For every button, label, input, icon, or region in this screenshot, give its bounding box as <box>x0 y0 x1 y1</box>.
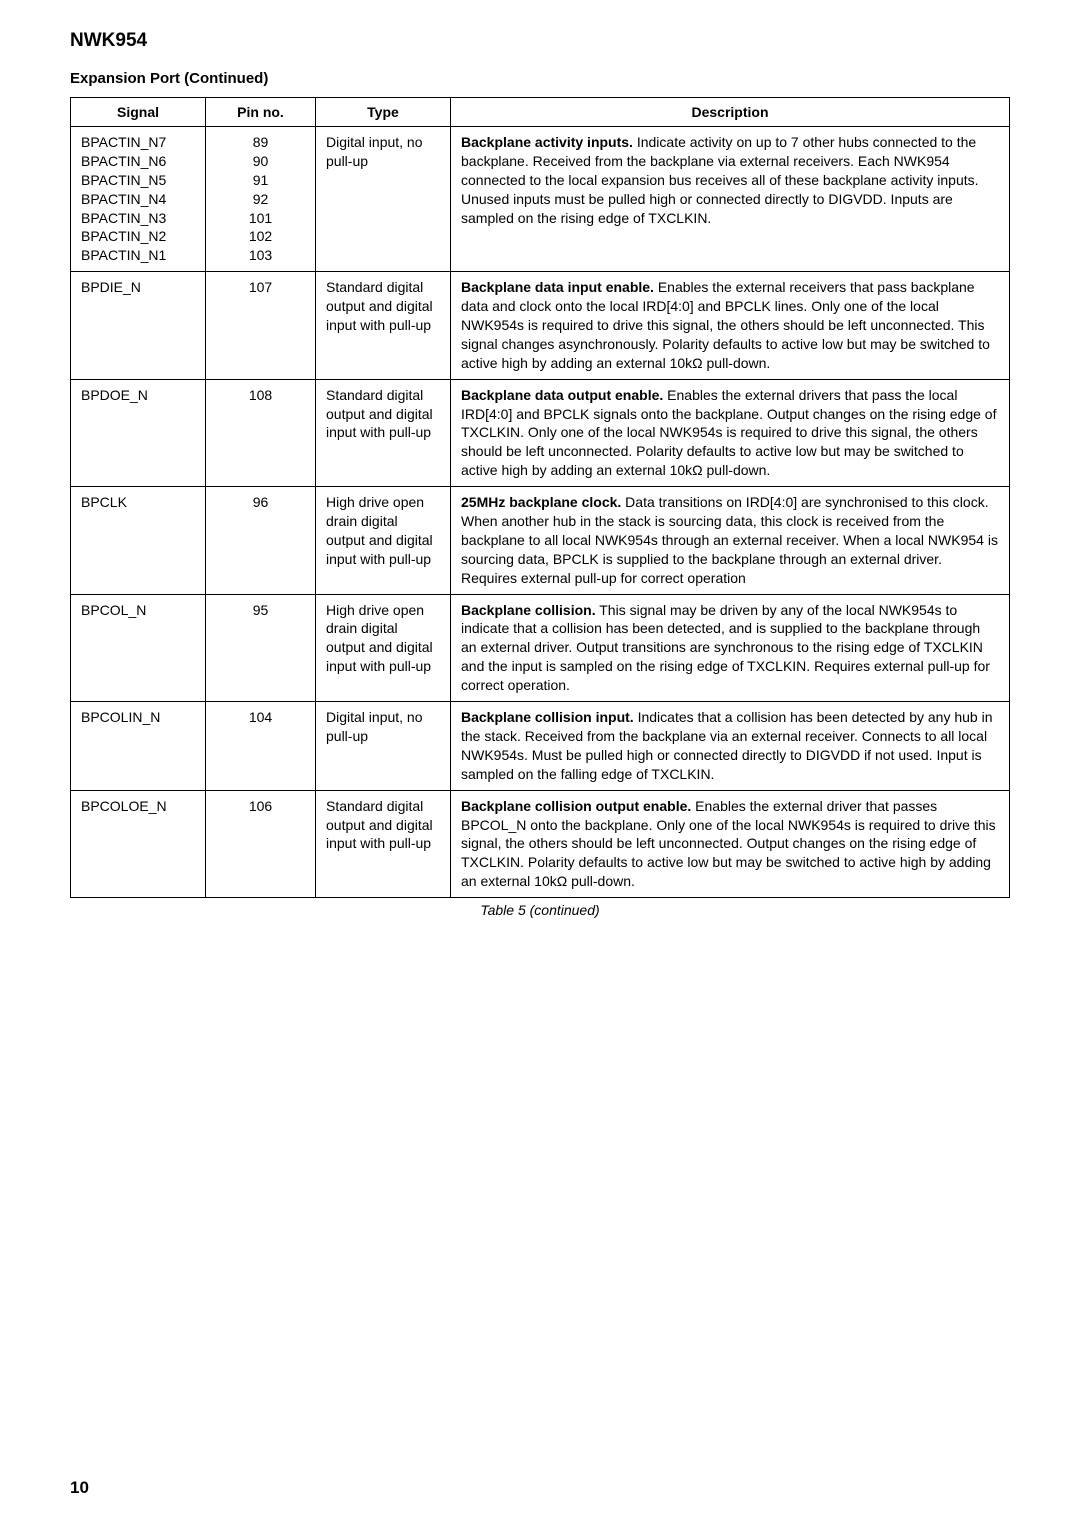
description-bold: Backplane collision output enable. <box>461 798 691 814</box>
cell-description: Backplane data input enable. Enables the… <box>451 272 1010 379</box>
cell-description: 25MHz backplane clock. Data transitions … <box>451 487 1010 594</box>
header-signal: Signal <box>71 98 206 127</box>
pin-table: Signal Pin no. Type Description BPACTIN_… <box>70 97 1010 898</box>
cell-pin: 95 <box>206 594 316 701</box>
signal-name: BPCLK <box>81 493 195 512</box>
table-row: BPCOLOE_N 106 Standard digital output and … <box>71 790 1010 897</box>
doc-title: NWK954 <box>70 30 1010 52</box>
table-row: BPCOLIN_N104Digital input, no pull-upBac… <box>71 702 1010 791</box>
pin-number: 91 <box>216 171 305 190</box>
cell-type: Standard digital output and digital inpu… <box>316 272 451 379</box>
cell-signal: BPCOLIN_N <box>71 702 206 791</box>
pin-number: 89 <box>216 133 305 152</box>
page-number: 10 <box>70 1478 89 1498</box>
description-bold: 25MHz backplane clock. <box>461 494 621 510</box>
cell-signal: BPACTIN_N7BPACTIN_N6BPACTIN_N5BPACTIN_N4… <box>71 127 206 272</box>
cell-description: Backplane collision. This signal may be … <box>451 594 1010 701</box>
cell-signal: BPCOL_N <box>71 594 206 701</box>
signal-name: BPCOLIN_N <box>81 708 195 727</box>
pin-number: 90 <box>216 152 305 171</box>
signal-name: BPACTIN_N6 <box>81 152 195 171</box>
cell-pin: 96 <box>206 487 316 594</box>
signal-name: BPACTIN_N1 <box>81 246 195 265</box>
description-bold: Backplane activity inputs. <box>461 134 633 150</box>
table-row: BPACTIN_N7BPACTIN_N6BPACTIN_N5BPACTIN_N4… <box>71 127 1010 272</box>
cell-type: Digital input, no pull-up <box>316 702 451 791</box>
cell-pin: 89909192101102103 <box>206 127 316 272</box>
cell-signal: BPDOE_N <box>71 379 206 486</box>
pin-number: 107 <box>216 278 305 297</box>
header-pin: Pin no. <box>206 98 316 127</box>
cell-type: High drive open drain digital output and… <box>316 487 451 594</box>
signal-name: BPDOE_N <box>81 386 195 405</box>
cell-pin: 107 <box>206 272 316 379</box>
cell-signal: BPCLK <box>71 487 206 594</box>
signal-name: BPACTIN_N7 <box>81 133 195 152</box>
signal-name: BPACTIN_N2 <box>81 227 195 246</box>
signal-name: BPACTIN_N4 <box>81 190 195 209</box>
description-bold: Backplane data input enable. <box>461 279 654 295</box>
cell-description: Backplane activity inputs. Indicate acti… <box>451 127 1010 272</box>
cell-type: High drive open drain digital output and… <box>316 594 451 701</box>
signal-name: BPACTIN_N5 <box>81 171 195 190</box>
table-caption: Table 5 (continued) <box>70 902 1010 918</box>
table-row: BPCOL_N 95 High drive open drain digital o… <box>71 594 1010 701</box>
description-bold: Backplane data output enable. <box>461 387 663 403</box>
table-row: BPDIE_N 107 Standard digital output and di… <box>71 272 1010 379</box>
table-header-row: Signal Pin no. Type Description <box>71 98 1010 127</box>
cell-pin: 106 <box>206 790 316 897</box>
description-bold: Backplane collision. <box>461 602 596 618</box>
cell-type: Standard digital output and digital inpu… <box>316 379 451 486</box>
cell-description: Backplane collision input. Indicates tha… <box>451 702 1010 791</box>
pin-number: 106 <box>216 797 305 816</box>
signal-name: BPCOL_N <box>81 601 195 620</box>
cell-pin: 108 <box>206 379 316 486</box>
section-title: Expansion Port (Continued) <box>70 70 1010 87</box>
table-row: BPCLK 96 High drive open drain digital out… <box>71 487 1010 594</box>
description-bold: Backplane collision input. <box>461 709 634 725</box>
pin-number: 96 <box>216 493 305 512</box>
table-row: BPDOE_N 108 Standard digital output and di… <box>71 379 1010 486</box>
signal-name: BPCOLOE_N <box>81 797 195 816</box>
cell-description: Backplane data output enable. Enables th… <box>451 379 1010 486</box>
cell-signal: BPCOLOE_N <box>71 790 206 897</box>
cell-type: Standard digital output and digital inpu… <box>316 790 451 897</box>
pin-number: 101 <box>216 209 305 228</box>
cell-pin: 104 <box>206 702 316 791</box>
cell-signal: BPDIE_N <box>71 272 206 379</box>
cell-type: Digital input, no pull-up <box>316 127 451 272</box>
pin-number: 92 <box>216 190 305 209</box>
pin-number: 108 <box>216 386 305 405</box>
signal-name: BPACTIN_N3 <box>81 209 195 228</box>
cell-description: Backplane collision output enable. Enabl… <box>451 790 1010 897</box>
pin-number: 103 <box>216 246 305 265</box>
header-type: Type <box>316 98 451 127</box>
signal-name: BPDIE_N <box>81 278 195 297</box>
header-description: Description <box>451 98 1010 127</box>
pin-number: 104 <box>216 708 305 727</box>
pin-number: 102 <box>216 227 305 246</box>
pin-number: 95 <box>216 601 305 620</box>
